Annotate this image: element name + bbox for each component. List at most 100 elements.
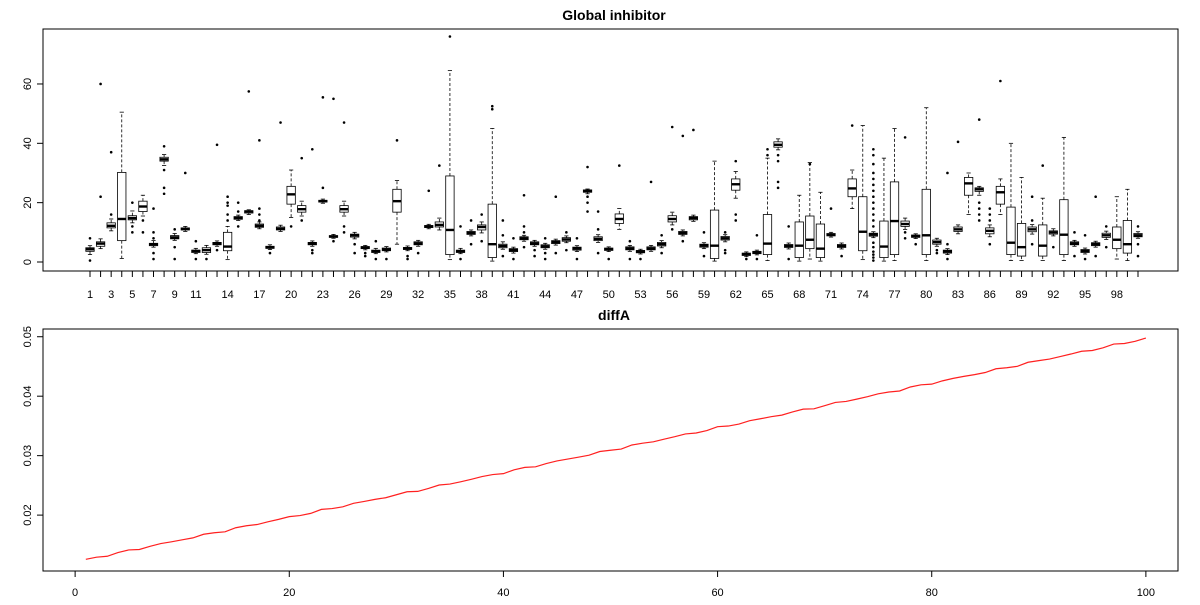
box — [445, 35, 455, 261]
outlier-point — [1030, 242, 1034, 246]
outlier-point — [872, 241, 875, 245]
x-tick-label: 20 — [285, 289, 297, 301]
outlier-point — [162, 168, 166, 172]
box — [826, 207, 836, 238]
box-iqr — [117, 171, 127, 242]
box — [223, 195, 233, 261]
x-tick-label: 35 — [444, 289, 456, 301]
outlier-point — [988, 242, 992, 246]
box — [339, 121, 349, 234]
outlier-point — [543, 251, 547, 255]
outlier-point — [363, 254, 367, 258]
x-tick-label: 20 — [283, 587, 295, 599]
outlier-point — [872, 147, 875, 151]
box-iqr — [815, 223, 826, 258]
x-tick-label: 95 — [1079, 289, 1091, 301]
box — [847, 124, 857, 209]
box — [815, 191, 826, 262]
outlier-point — [755, 257, 759, 261]
x-tick-label: 9 — [172, 289, 178, 301]
x-tick-label: 86 — [984, 289, 996, 301]
outlier-point — [1094, 254, 1097, 258]
box-iqr — [879, 220, 889, 258]
x-tick-label: 7 — [150, 289, 156, 301]
outlier-point — [533, 248, 536, 252]
box — [95, 82, 106, 250]
box — [244, 90, 254, 215]
outlier-point — [469, 219, 473, 222]
x-tick-label: 5 — [129, 289, 135, 301]
outlier-point — [131, 225, 134, 228]
outlier-point — [480, 213, 483, 216]
x-tick-label: 56 — [666, 289, 678, 301]
outlier-point — [236, 210, 240, 213]
outlier-point — [353, 242, 356, 246]
outlier-point — [152, 231, 155, 234]
box — [646, 180, 656, 252]
outlier-point — [660, 233, 663, 237]
outlier-point — [575, 236, 579, 240]
outlier-point — [215, 143, 219, 147]
outlier-point — [247, 90, 251, 93]
box — [667, 125, 677, 231]
outlier-point — [723, 251, 727, 255]
outlier-point — [977, 219, 981, 222]
outlier-point — [543, 236, 547, 240]
box-iqr — [1112, 226, 1122, 250]
outlier-point — [490, 107, 494, 111]
outlier-point — [459, 257, 462, 261]
outlier-point — [776, 153, 780, 157]
outlier-point — [596, 228, 600, 231]
outlier-point — [141, 219, 145, 222]
outlier-point — [236, 201, 240, 204]
outlier-point — [776, 186, 780, 190]
outlier-point — [469, 242, 473, 246]
outlier-point — [872, 153, 875, 157]
x-tick-label: 100 — [1137, 587, 1155, 599]
box — [360, 244, 370, 258]
box — [889, 128, 900, 261]
outlier-point — [385, 257, 388, 261]
outlier-point — [702, 231, 706, 234]
outlier-point — [554, 195, 558, 199]
outlier-point — [988, 213, 992, 216]
outlier-point — [258, 219, 261, 222]
box-iqr — [964, 177, 974, 196]
x-tick-label: 29 — [380, 289, 392, 301]
outlier-point — [999, 79, 1002, 83]
y-tick-label: 0.04 — [22, 385, 34, 406]
outlier-point — [173, 228, 176, 231]
outlier-point — [141, 231, 145, 234]
outlier-point — [1136, 225, 1140, 228]
outlier-point — [681, 239, 685, 243]
line-y-axis: 0.02 0.03 0.04 0.05 — [22, 326, 43, 526]
outlier-point — [872, 245, 875, 249]
outlier-point — [173, 257, 176, 261]
outlier-point — [670, 228, 674, 231]
outlier-point — [173, 245, 176, 249]
outlier-point — [903, 236, 907, 240]
outlier-point — [617, 164, 621, 167]
box — [424, 189, 434, 230]
outlier-point — [194, 239, 198, 243]
box — [191, 239, 201, 261]
outlier-point — [872, 253, 875, 256]
box — [466, 219, 476, 246]
boxplot-x-axis: 1 3 5 7 9 11 14 17 20 23 26 29 32 35 38 41 44 47 50 53 56 59 6… — [87, 271, 1139, 301]
box — [170, 228, 180, 261]
outlier-point — [1052, 245, 1055, 249]
box — [1059, 136, 1069, 261]
outlier-point — [872, 207, 875, 210]
outlier-point — [840, 254, 843, 258]
boxplot-title: Global inhibitor — [562, 7, 666, 23]
box-iqr — [487, 203, 497, 258]
box — [127, 201, 137, 234]
outlier-point — [332, 239, 335, 243]
outlier-point — [977, 213, 981, 216]
outlier-point — [723, 248, 727, 252]
outlier-point — [872, 225, 875, 228]
box — [455, 225, 466, 261]
